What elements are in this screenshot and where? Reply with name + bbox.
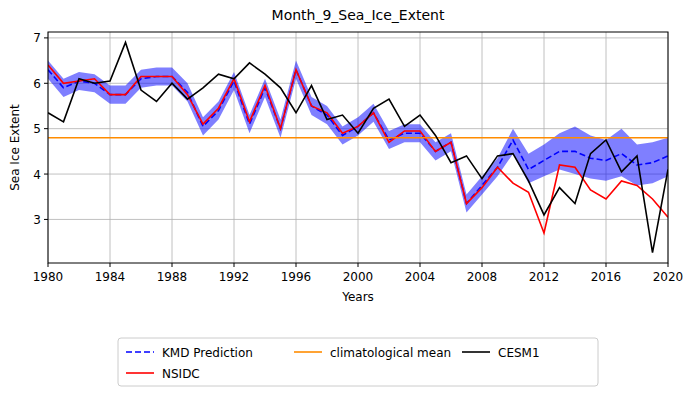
plot-area	[48, 42, 668, 252]
legend-label: NSIDC	[162, 367, 200, 381]
legend-swatch	[126, 372, 154, 374]
x-tick-label: 1996	[281, 270, 312, 284]
x-tick-label: 2000	[343, 270, 374, 284]
y-axis-label: Sea Ice Extent	[8, 104, 22, 191]
legend-label: KMD Prediction	[162, 346, 253, 360]
x-tick-label: 1980	[33, 270, 64, 284]
plot-frame	[48, 32, 668, 263]
x-tick	[172, 263, 173, 267]
legend-swatch	[462, 351, 490, 353]
grid-line	[48, 219, 668, 220]
x-tick-label: 2008	[467, 270, 498, 284]
legend-swatch	[126, 351, 154, 353]
x-tick-label: 2016	[591, 270, 622, 284]
y-tick	[44, 174, 48, 175]
x-tick	[606, 263, 607, 267]
y-tick	[44, 37, 48, 38]
x-tick-label: 1992	[219, 270, 250, 284]
x-tick	[544, 263, 545, 267]
x-tick-label: 2012	[529, 270, 560, 284]
y-tick-label: 5	[33, 122, 41, 136]
y-tick	[44, 83, 48, 84]
x-tick	[482, 263, 483, 267]
x-tick	[48, 263, 49, 267]
y-tick-label: 6	[33, 77, 41, 91]
y-tick-label: 7	[33, 31, 41, 45]
grid-line	[172, 32, 173, 263]
series-line	[48, 137, 668, 139]
grid-line	[482, 32, 483, 263]
legend-label: climatological mean	[330, 346, 451, 360]
x-tick	[668, 263, 669, 267]
x-axis-label: Years	[341, 290, 374, 304]
x-tick-label: 1988	[157, 270, 188, 284]
y-tick	[44, 219, 48, 220]
confidence-band	[48, 61, 668, 213]
x-tick	[110, 263, 111, 267]
series-line	[48, 42, 668, 252]
y-tick-label: 4	[33, 168, 41, 182]
y-tick	[44, 128, 48, 129]
grid-line	[358, 32, 359, 263]
grid-line	[110, 32, 111, 263]
legend-label: CESM1	[498, 346, 540, 360]
x-tick	[358, 263, 359, 267]
x-tick-label: 1984	[95, 270, 126, 284]
grid-line	[420, 32, 421, 263]
x-tick	[420, 263, 421, 267]
chart: 1980 1984 1988 1992 1996 2000 2004 2008 2012 2016…	[0, 0, 695, 395]
x-tick-label: 2004	[405, 270, 436, 284]
legend-swatch	[294, 351, 322, 353]
x-tick	[296, 263, 297, 267]
grid-line	[48, 37, 668, 38]
x-tick-label: 2020	[653, 270, 684, 284]
chart-title: Month_9_Sea_Ice_Extent	[272, 7, 445, 23]
x-tick	[234, 263, 235, 267]
legend-box	[118, 338, 598, 386]
y-tick-label: 3	[33, 213, 41, 227]
grid-line	[234, 32, 235, 263]
